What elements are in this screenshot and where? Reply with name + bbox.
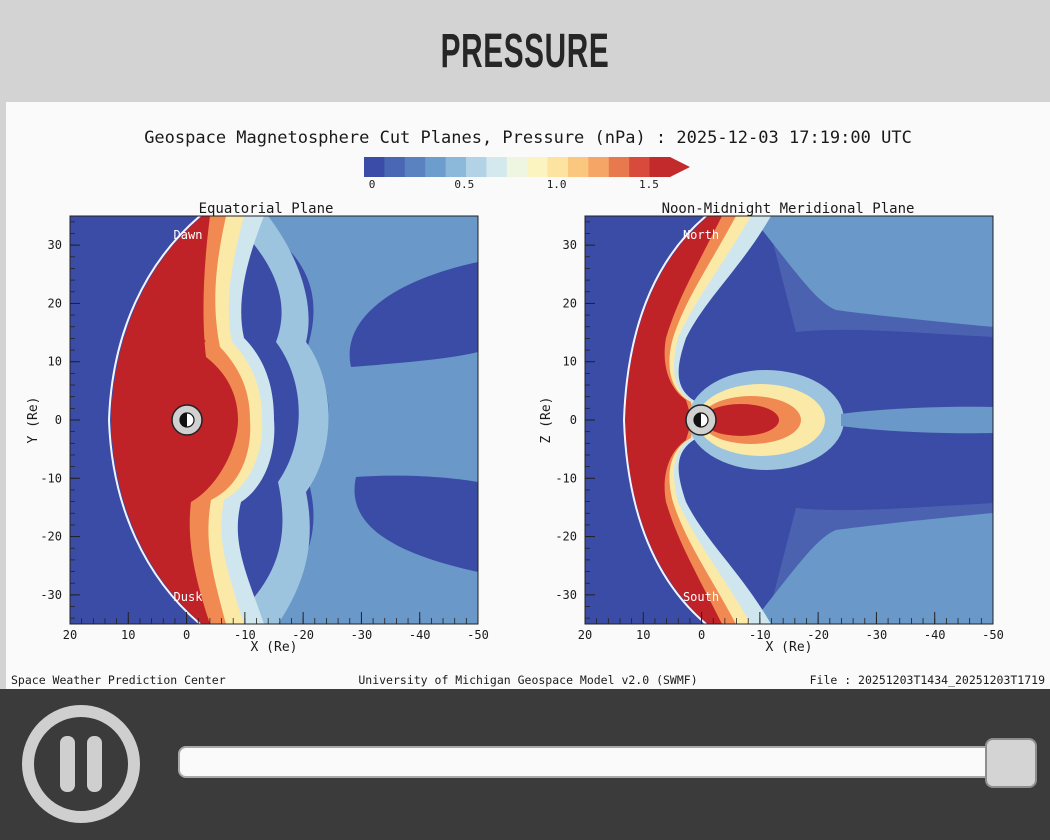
equatorial-bottom-label: Dusk	[174, 590, 204, 604]
meridional-plasma-sheet	[841, 406, 993, 434]
meridional-top-label: North	[683, 228, 719, 242]
equatorial-top-label: Dawn	[174, 228, 203, 242]
meridional-ring-core	[703, 404, 779, 436]
pause-button[interactable]	[20, 703, 142, 825]
equatorial-sheath-outer	[228, 216, 329, 624]
x-tick-label: -10	[234, 628, 256, 642]
y-tick-label: -10	[555, 471, 577, 485]
meridional-bottom-label: South	[683, 590, 719, 604]
y-tick-label: 30	[563, 238, 577, 252]
colorbar	[364, 157, 690, 177]
x-tick-label: -30	[866, 628, 888, 642]
colorbar-segment	[588, 157, 610, 177]
earth-night-side	[180, 413, 187, 427]
meridional-panel-title: Noon-Midnight Meridional Plane	[662, 201, 915, 217]
y-tick-label: 30	[48, 238, 62, 252]
meridional-ylabel: Z (Re)	[539, 397, 554, 444]
playback-controls	[0, 689, 1050, 840]
meridional-bow-shock	[623, 216, 707, 421]
page-title: PRESSURE	[440, 25, 610, 78]
colorbar-extend-arrow	[670, 157, 690, 177]
y-tick-label: 0	[55, 413, 62, 427]
colorbar-segment	[404, 157, 426, 177]
equatorial-ylabel: Y (Re)	[26, 397, 41, 444]
colorbar-ticks: 0 0.5 1.0 1.5	[369, 178, 659, 191]
x-tick-label: -40	[924, 628, 946, 642]
meridional-lobe-lower	[766, 503, 993, 624]
equatorial-panel-title: Equatorial Plane	[199, 201, 334, 217]
y-tick-label: -30	[555, 588, 577, 602]
equatorial-axis-ticks: 20 10 0 -10 -20 -30 -40 -50 30 20 10 0 -10 -20 -30	[40, 221, 489, 642]
meridional-lobe-upper	[766, 216, 993, 337]
equatorial-core-upper	[136, 252, 206, 342]
equatorial-panel: Equatorial Plane 20	[26, 201, 489, 655]
colorbar-tick-label: 1.5	[639, 178, 659, 191]
x-tick-label: 20	[63, 628, 77, 642]
equatorial-bow-shock-lower	[108, 419, 201, 624]
meridional-core	[625, 216, 722, 624]
y-tick-label: 10	[563, 355, 577, 369]
meridional-axis-ticks: 20 10 0 -10 -20 -30 -40 -50 30 20 10 0 -10 -20 -30	[555, 221, 1004, 642]
equatorial-bow-shock	[108, 216, 201, 421]
y-tick-label: -20	[555, 530, 577, 544]
colorbar-segment	[629, 157, 651, 177]
colorbar-tick-label: 0	[369, 178, 376, 191]
x-tick-label: -50	[467, 628, 489, 642]
y-tick-label: -30	[40, 588, 62, 602]
footer-center: University of Michigan Geospace Model v2…	[358, 673, 697, 687]
footer-right: File : 20251203T1434_20251203T1719	[810, 673, 1045, 687]
x-tick-label: -40	[409, 628, 431, 642]
earth-night-side	[694, 413, 701, 427]
x-tick-label: -50	[982, 628, 1004, 642]
y-tick-label: -20	[40, 530, 62, 544]
x-tick-label: -20	[292, 628, 314, 642]
colorbar-segment	[608, 157, 630, 177]
x-tick-label: 10	[636, 628, 650, 642]
equatorial-tail-band	[246, 216, 478, 624]
colorbar-segment	[568, 157, 589, 177]
meridional-tail-lower	[751, 513, 993, 624]
x-tick-label: -20	[807, 628, 829, 642]
x-tick-label: -30	[351, 628, 373, 642]
x-tick-label: -10	[749, 628, 771, 642]
y-tick-label: 20	[563, 296, 577, 310]
timeline-slider-thumb[interactable]	[985, 738, 1037, 788]
x-tick-label: 0	[698, 628, 705, 642]
meridional-bow-shock-lower	[623, 419, 707, 624]
figure-svg: Geospace Magnetosphere Cut Planes, Press…	[11, 128, 1045, 687]
footer-left: Space Weather Prediction Center	[11, 673, 226, 687]
colorbar-segment	[364, 157, 385, 177]
pause-icon	[22, 705, 140, 823]
x-tick-label: 0	[183, 628, 190, 642]
colorbar-segment	[384, 157, 406, 177]
colorbar-tick-label: 1.0	[547, 178, 567, 191]
y-tick-label: 0	[570, 413, 577, 427]
colorbar-segment	[425, 157, 447, 177]
meridional-panel: Noon-Midnight Meridional Plane	[539, 201, 1004, 655]
colorbar-segment	[547, 157, 569, 177]
figure-title: Geospace Magnetosphere Cut Planes, Press…	[144, 128, 912, 148]
colorbar-segment	[486, 157, 508, 177]
x-tick-label: 20	[578, 628, 592, 642]
y-tick-label: 20	[48, 296, 62, 310]
colorbar-tick-label: 0.5	[454, 178, 474, 191]
x-tick-label: 10	[121, 628, 135, 642]
colorbar-segment	[506, 157, 528, 177]
colorbar-segment	[445, 157, 467, 177]
meridional-tail-upper	[751, 216, 993, 327]
y-tick-label: -10	[40, 471, 62, 485]
meridional-solar-wind	[585, 216, 708, 624]
y-tick-label: 10	[48, 355, 62, 369]
equatorial-solar-wind	[70, 216, 202, 624]
meridional-xlabel: X (Re)	[766, 640, 813, 655]
equatorial-xlabel: X (Re)	[251, 640, 298, 655]
colorbar-segment	[527, 157, 549, 177]
figure: Geospace Magnetosphere Cut Planes, Press…	[6, 102, 1050, 689]
header: PRESSURE	[0, 0, 1050, 102]
timeline-slider-track[interactable]	[178, 746, 1010, 778]
colorbar-segment	[649, 157, 671, 177]
colorbar-segment	[466, 157, 487, 177]
